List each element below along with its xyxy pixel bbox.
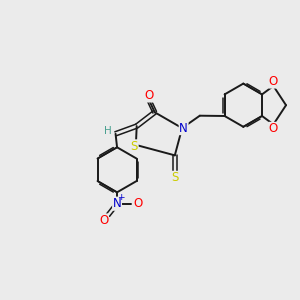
Text: N: N	[113, 197, 122, 210]
Text: S: S	[131, 140, 138, 153]
Text: O: O	[145, 89, 154, 102]
Text: O: O	[99, 214, 108, 227]
Text: O: O	[269, 122, 278, 135]
Text: O: O	[269, 75, 278, 88]
Text: N: N	[179, 122, 188, 135]
Text: H: H	[104, 126, 112, 136]
Text: O: O	[134, 197, 143, 210]
Text: +: +	[117, 193, 125, 202]
Text: S: S	[171, 171, 178, 184]
